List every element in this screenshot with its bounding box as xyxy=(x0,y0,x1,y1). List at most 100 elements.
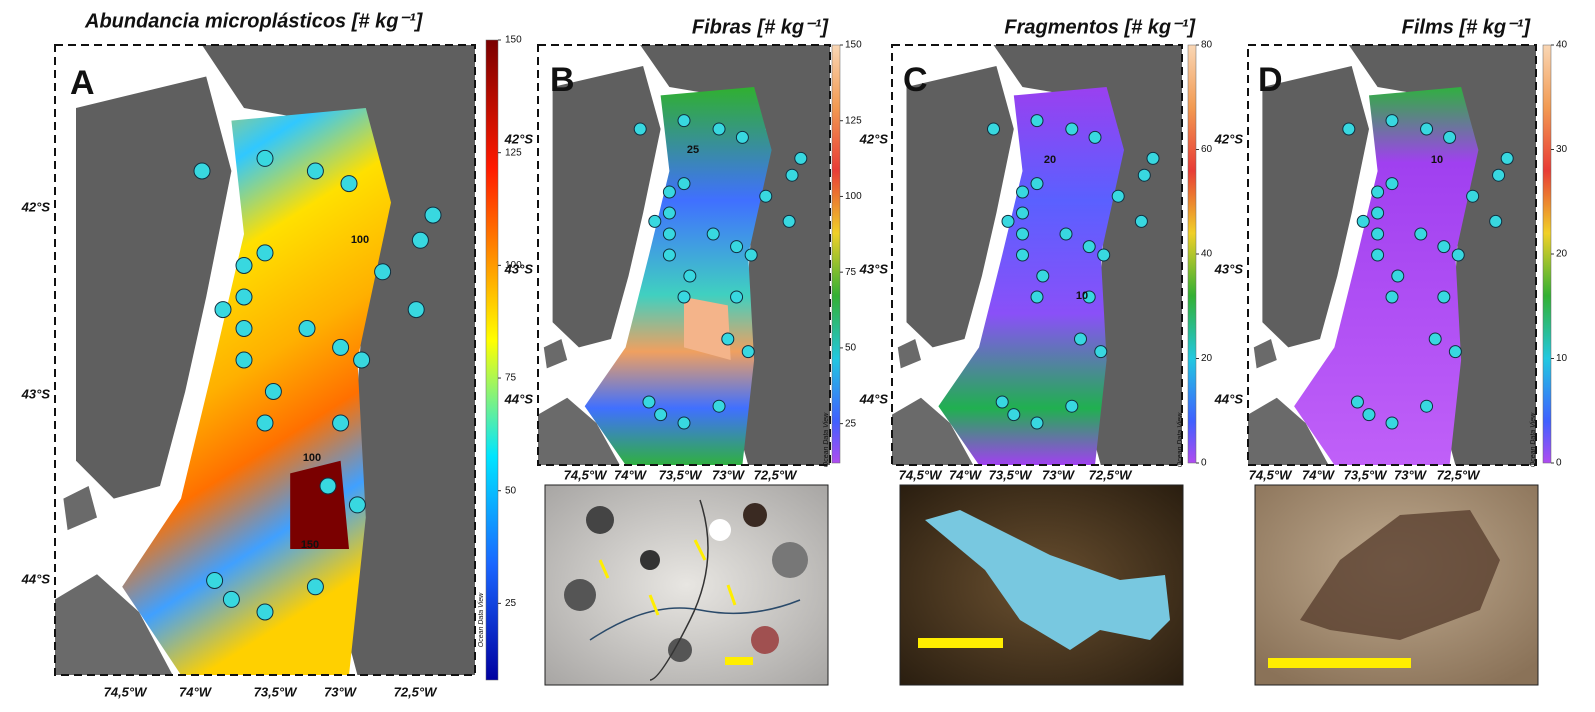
station xyxy=(1017,249,1029,261)
panel: Abundancia microplásticos [# kg⁻¹]A74,5°… xyxy=(21,10,522,699)
station xyxy=(988,123,1000,135)
lon-label: 74,5°W xyxy=(104,684,149,699)
credit: Ocean Data View xyxy=(1530,412,1537,467)
colorbar-tick-label: 80 xyxy=(1201,40,1213,51)
station xyxy=(265,384,281,400)
lat-label: 44°S xyxy=(21,571,51,586)
colorbar-tick-label: 20 xyxy=(1556,249,1568,260)
lat-label: 42°S xyxy=(859,131,889,146)
lon-label: 73°W xyxy=(1042,467,1076,482)
station xyxy=(1372,228,1384,240)
station xyxy=(634,123,646,135)
station xyxy=(425,207,441,223)
station xyxy=(731,291,743,303)
station xyxy=(1060,228,1072,240)
colorbar-tick-label: 0 xyxy=(1201,458,1207,469)
lon-label: 72,5°W xyxy=(1089,467,1134,482)
contour-label: 150 xyxy=(301,539,319,551)
station xyxy=(257,415,273,431)
station xyxy=(1421,400,1433,412)
colorbar xyxy=(486,40,498,680)
colorbar-tick-label: 150 xyxy=(505,35,522,46)
lon-label: 73,5°W xyxy=(1344,467,1389,482)
station xyxy=(1138,169,1150,181)
station xyxy=(1066,123,1078,135)
station xyxy=(1421,123,1433,135)
lon-label: 73°W xyxy=(324,684,358,699)
lon-label: 73°W xyxy=(712,467,746,482)
photo-film xyxy=(1255,485,1538,685)
station xyxy=(1031,115,1043,127)
contour-label: 25 xyxy=(687,144,699,156)
station xyxy=(713,123,725,135)
colorbar-tick-label: 40 xyxy=(1556,40,1568,51)
hotspot xyxy=(290,461,349,549)
panel-title: Fragmentos [# kg⁻¹] xyxy=(1004,16,1196,38)
colorbar-tick-label: 50 xyxy=(505,485,517,496)
station xyxy=(1386,115,1398,127)
photo-fragment xyxy=(900,485,1183,685)
panel-title: Fibras [# kg⁻¹] xyxy=(692,16,829,38)
station xyxy=(412,232,428,248)
station xyxy=(1017,186,1029,198)
station xyxy=(1452,249,1464,261)
station xyxy=(375,264,391,280)
station xyxy=(1351,396,1363,408)
lon-label: 73°W xyxy=(1394,467,1428,482)
credit: Ocean Data View xyxy=(478,592,485,647)
station xyxy=(655,409,667,421)
station xyxy=(1031,291,1043,303)
credit: Ocean Data View xyxy=(1177,412,1184,467)
station xyxy=(194,163,210,179)
station xyxy=(731,241,743,253)
station xyxy=(1031,417,1043,429)
station xyxy=(333,415,349,431)
station xyxy=(215,302,231,318)
station xyxy=(745,249,757,261)
lon-label: 73,5°W xyxy=(254,684,299,699)
station xyxy=(1490,215,1502,227)
station xyxy=(1066,400,1078,412)
lon-label: 74,5°W xyxy=(1249,467,1294,482)
station xyxy=(663,207,675,219)
lat-label: 44°S xyxy=(1214,391,1244,406)
station xyxy=(1098,249,1110,261)
station xyxy=(1415,228,1427,240)
station xyxy=(1372,186,1384,198)
lon-label: 74,5°W xyxy=(899,467,944,482)
station xyxy=(1493,169,1505,181)
station xyxy=(649,215,661,227)
station xyxy=(678,291,690,303)
figure: Abundancia microplásticos [# kg⁻¹]A74,5°… xyxy=(0,0,1595,712)
station xyxy=(349,497,365,513)
station xyxy=(1357,215,1369,227)
lat-label: 43°S xyxy=(1214,261,1244,276)
lon-label: 74°W xyxy=(614,467,648,482)
station xyxy=(760,190,772,202)
lat-label: 44°S xyxy=(859,391,889,406)
station xyxy=(257,150,273,166)
station xyxy=(1343,123,1355,135)
station xyxy=(1386,417,1398,429)
station xyxy=(1392,270,1404,282)
lat-label: 43°S xyxy=(504,261,534,276)
station xyxy=(1017,228,1029,240)
station xyxy=(1135,215,1147,227)
station xyxy=(1031,178,1043,190)
colorbar-tick-label: 50 xyxy=(845,343,857,354)
colorbar xyxy=(832,45,840,463)
station xyxy=(1008,409,1020,421)
colorbar-tick-label: 25 xyxy=(845,418,857,429)
station xyxy=(786,169,798,181)
station xyxy=(257,604,273,620)
station xyxy=(643,396,655,408)
station xyxy=(1386,291,1398,303)
station xyxy=(1147,152,1159,164)
colorbar xyxy=(1543,45,1551,463)
colorbar-tick-label: 125 xyxy=(505,147,522,158)
colorbar-tick-label: 60 xyxy=(1201,144,1213,155)
station xyxy=(236,352,252,368)
colorbar-tick-label: 40 xyxy=(1201,249,1213,260)
station xyxy=(1095,346,1107,358)
